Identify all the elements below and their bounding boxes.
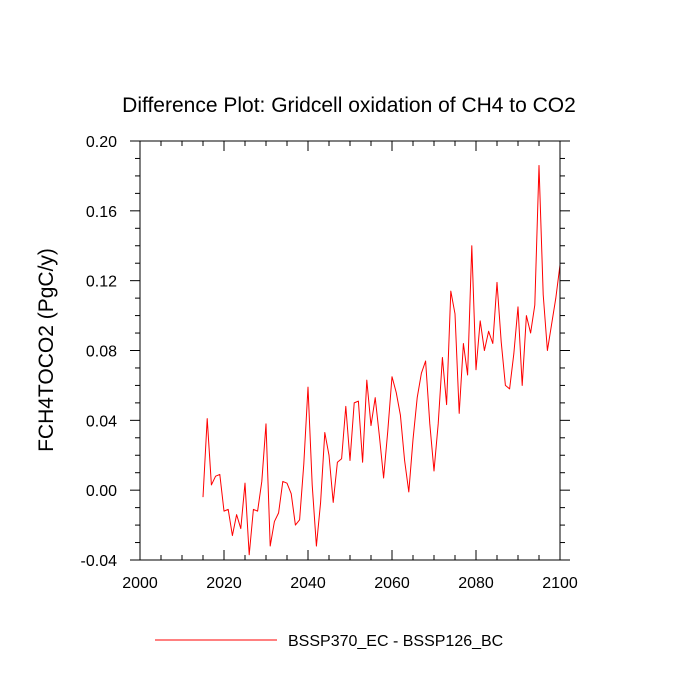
x-tick-label: 2060 [374, 575, 410, 592]
x-tick-label: 2000 [122, 575, 158, 592]
y-tick-label: -0.04 [81, 553, 118, 570]
x-tick-label: 2100 [542, 575, 578, 592]
y-tick-label: 0.08 [86, 344, 117, 361]
legend: BSSP370_EC - BSSP126_BC [155, 633, 503, 650]
y-tick-label: 0.04 [86, 413, 117, 430]
chart-title: Difference Plot: Gridcell oxidation of C… [122, 94, 576, 117]
legend-label: BSSP370_EC - BSSP126_BC [288, 633, 503, 650]
x-tick-label: 2080 [458, 575, 494, 592]
x-tick-label: 2020 [206, 575, 242, 592]
y-tick-label: 0.20 [86, 134, 117, 151]
axis-tick-labels: 2000 2020 2040 2060 2080 2100 -0.04 0.00 0.04 0.0… [81, 134, 578, 592]
x-tick-label: 2040 [290, 575, 326, 592]
axis-ticks [130, 140, 570, 561]
y-tick-label: 0.00 [86, 483, 117, 500]
y-tick-label: 0.16 [86, 204, 117, 221]
y-tick-label: 0.12 [86, 274, 117, 291]
y-axis-label: FCH4TOCO2 (PgC/y) [35, 248, 58, 452]
series-line [202, 164, 561, 556]
